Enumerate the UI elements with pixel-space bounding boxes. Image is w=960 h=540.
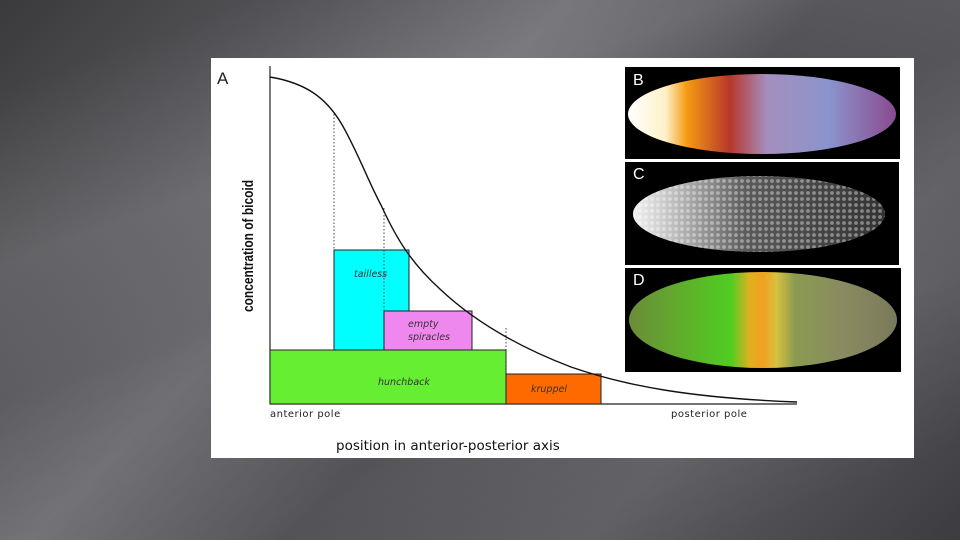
kruppel-label: kruppel [531, 384, 567, 395]
embryo-d-gap-gene-bands [629, 272, 897, 368]
bicoid-concentration-curve [269, 76, 798, 403]
x-axis-title: position in anterior-posterior axis [336, 438, 560, 454]
kruppel-domain [505, 373, 602, 405]
panel-letter-d: D [633, 272, 645, 289]
panel-letter-a: A [217, 69, 229, 88]
embryo-b-bicoid-gradient [628, 74, 896, 154]
hunchback-label: hunchback [378, 377, 430, 388]
posterior-pole-label: posterior pole [671, 409, 747, 420]
embryo-panel-b: B [625, 67, 900, 159]
tailless-label: tailless [354, 269, 387, 280]
panel-letter-c: C [633, 166, 645, 183]
empty-spiracles-label-line2: spiracles [408, 332, 450, 343]
anterior-pole-label: anterior pole [270, 409, 341, 420]
hunchback-domain [269, 349, 507, 405]
bicoid-gradient-graph: A concentration of bicoid tailless empty… [217, 66, 901, 454]
panel-letter-b: B [633, 72, 644, 89]
embryo-panel-c: C [625, 162, 899, 265]
figure-panel: A concentration of bicoid tailless empty… [211, 58, 914, 458]
empty-spiracles-label-line1: empty [408, 319, 439, 330]
y-axis-title: concentration of bicoid [240, 180, 257, 312]
empty-spiracles-domain [383, 310, 473, 351]
embryo-panel-d: D [625, 268, 901, 372]
